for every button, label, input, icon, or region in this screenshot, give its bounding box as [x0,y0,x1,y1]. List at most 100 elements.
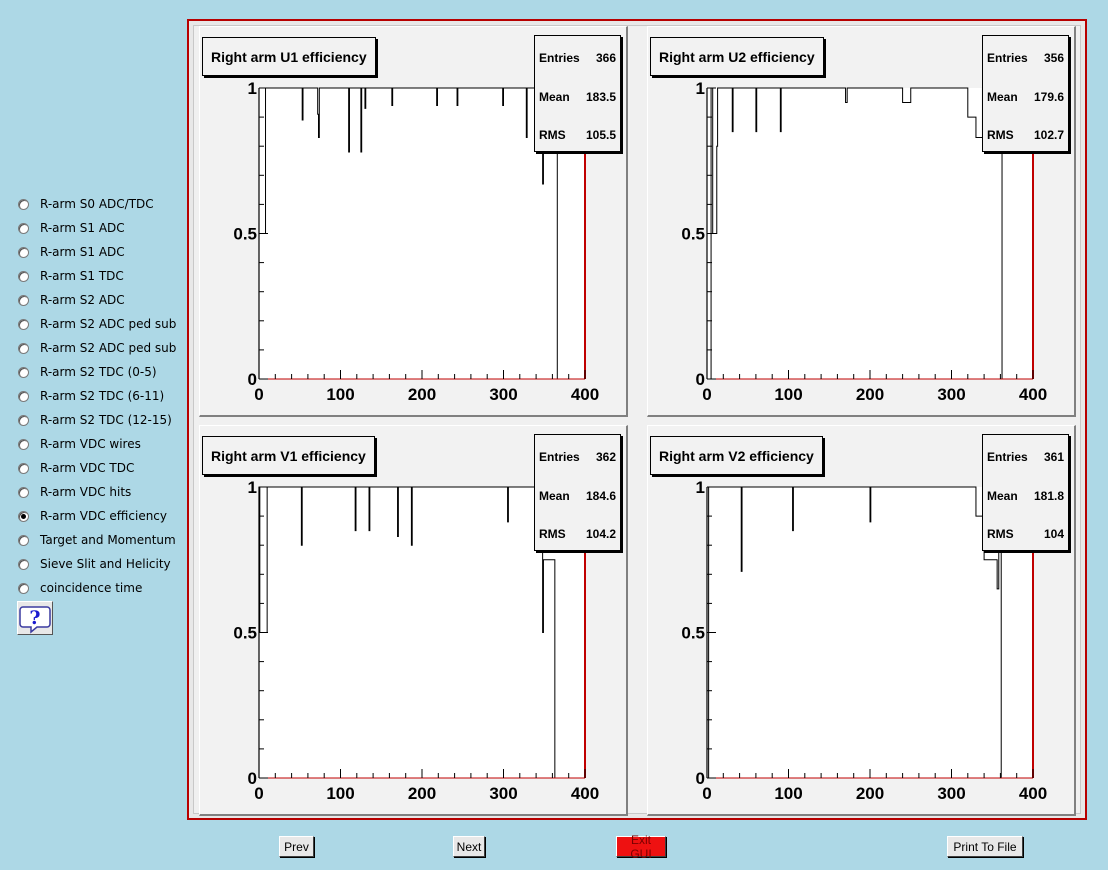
radio-unchecked-icon[interactable] [18,318,29,330]
stats-value: 356 [1043,51,1064,65]
stats-label: RMS [987,527,1014,541]
stats-row-entries: Entries 356 [987,50,1064,66]
radio-option[interactable]: Target and Momentum [16,528,186,552]
radio-unchecked-icon[interactable] [18,270,29,282]
radio-option[interactable]: R-arm VDC hits [16,480,186,504]
radio-option-label: Sieve Slit and Helicity [40,557,171,571]
radio-option[interactable]: R-arm S2 ADC ped sub [16,336,186,360]
plot-area [707,88,1033,379]
radio-option[interactable]: coincidence time [16,576,186,600]
histogram-plot: 0 100 200 300 400 0 0.5 1 [681,478,1047,803]
radio-checked-icon[interactable] [18,510,29,522]
radio-option-label: Target and Momentum [40,533,176,547]
radio-unchecked-icon[interactable] [18,366,29,378]
radio-option[interactable]: R-arm S2 TDC (6-11) [16,384,186,408]
pad-v1-efficiency: 0 100 200 300 400 0 0.5 1 Right arm V1 efficienc… [199,425,628,816]
x-tick-label: 0 [254,784,263,803]
y-tick-label: 0.5 [233,225,257,244]
x-tick-label: 100 [326,385,354,404]
radio-option[interactable]: Sieve Slit and Helicity [16,552,186,576]
question-mark-icon: ? [19,606,51,634]
stats-row-entries: Entries 366 [539,50,616,66]
radio-option-label: R-arm S2 TDC (0-5) [40,365,157,379]
pad-v2-efficiency: 0 100 200 300 400 0 0.5 1 Right arm V2 efficienc… [647,425,1076,816]
stats-value: 105.5 [585,128,616,142]
radio-option[interactable]: R-arm S1 TDC [16,264,186,288]
x-tick-label: 100 [326,784,354,803]
radio-option[interactable]: R-arm VDC wires [16,432,186,456]
stats-row-mean: Mean 181.8 [987,488,1064,504]
help-button[interactable]: ? [17,601,53,635]
x-tick-label: 0 [254,385,263,404]
x-tick-label: 100 [774,385,802,404]
radio-option[interactable]: R-arm S2 TDC (0-5) [16,360,186,384]
radio-option-label: R-arm S2 ADC [40,293,125,307]
stats-value: 102.7 [1033,128,1064,142]
y-tick-label: 0 [248,769,257,788]
radio-option[interactable]: R-arm S0 ADC/TDC [16,192,186,216]
radio-unchecked-icon[interactable] [18,390,29,402]
stats-value: 361 [1043,450,1064,464]
radio-unchecked-icon[interactable] [18,342,29,354]
radio-unchecked-icon[interactable] [18,486,29,498]
prev-button[interactable]: Prev [279,836,314,857]
histogram-line [707,486,1033,779]
print-to-file-button[interactable]: Print To File [947,836,1023,857]
radio-option-label: R-arm S2 ADC ped sub [40,317,177,331]
x-tick-label: 0 [702,784,711,803]
radio-option[interactable]: R-arm S2 TDC (12-15) [16,408,186,432]
x-tick-label: 400 [571,784,599,803]
radio-unchecked-icon[interactable] [18,198,29,210]
pad-u2-efficiency: 0 100 200 300 400 0 0.5 1 Right arm U2 efficienc… [647,26,1076,417]
stats-label: Mean [539,489,570,503]
radio-unchecked-icon[interactable] [18,534,29,546]
stats-label: RMS [539,527,566,541]
histogram-title: Right arm V2 efficiency [650,436,823,475]
y-tick-label: 1 [696,478,705,497]
radio-option-label: R-arm S1 TDC [40,269,124,283]
radio-option[interactable]: R-arm S1 ADC [16,240,186,264]
stats-value: 366 [595,51,616,65]
y-tick-label: 0.5 [681,624,705,643]
histogram-plot: 0 100 200 300 400 0 0.5 1 [233,478,599,803]
radio-option-label: R-arm S2 TDC (6-11) [40,389,165,403]
stats-row-entries: Entries 361 [987,449,1064,465]
radio-option-label: R-arm VDC efficiency [40,509,168,523]
x-tick-label: 300 [937,784,965,803]
stats-value: 181.8 [1033,489,1064,503]
x-tick-label: 300 [489,784,517,803]
radio-option-label: R-arm VDC TDC [40,461,135,475]
radio-unchecked-icon[interactable] [18,246,29,258]
radio-option-label: R-arm S1 ADC [40,221,125,235]
stats-box: Entries 362 Mean 184.6 RMS 104.2 [534,434,621,551]
radio-option[interactable]: R-arm S1 ADC [16,216,186,240]
radio-option[interactable]: R-arm S2 ADC ped sub [16,312,186,336]
radio-option-label: R-arm S1 ADC [40,245,125,259]
plot-area [707,487,1033,778]
next-button[interactable]: Next [453,836,485,857]
y-tick-label: 1 [248,478,257,497]
stats-row-mean: Mean 179.6 [987,89,1064,105]
histogram-plot: 0 100 200 300 400 0 0.5 1 [681,79,1047,404]
radio-unchecked-icon[interactable] [18,462,29,474]
stats-label: RMS [987,128,1014,142]
stats-label: Mean [539,90,570,104]
radio-option[interactable]: R-arm VDC TDC [16,456,186,480]
radio-unchecked-icon[interactable] [18,558,29,570]
x-tick-label: 400 [571,385,599,404]
radio-unchecked-icon[interactable] [18,438,29,450]
x-tick-label: 100 [774,784,802,803]
radio-unchecked-icon[interactable] [18,414,29,426]
radio-unchecked-icon[interactable] [18,222,29,234]
exit-gui-button[interactable]: Exit GUI [616,833,666,861]
x-tick-label: 200 [856,784,884,803]
stats-value: 184.6 [585,489,616,503]
stats-row-mean: Mean 183.5 [539,89,616,105]
histogram-plot: 0 100 200 300 400 0 0.5 1 [233,79,599,404]
radio-unchecked-icon[interactable] [18,294,29,306]
radio-option[interactable]: R-arm S2 ADC [16,288,186,312]
stats-label: Mean [987,489,1018,503]
radio-option[interactable]: R-arm VDC efficiency [16,504,186,528]
histogram-title: Right arm U2 efficiency [650,37,824,76]
radio-unchecked-icon[interactable] [18,582,29,594]
